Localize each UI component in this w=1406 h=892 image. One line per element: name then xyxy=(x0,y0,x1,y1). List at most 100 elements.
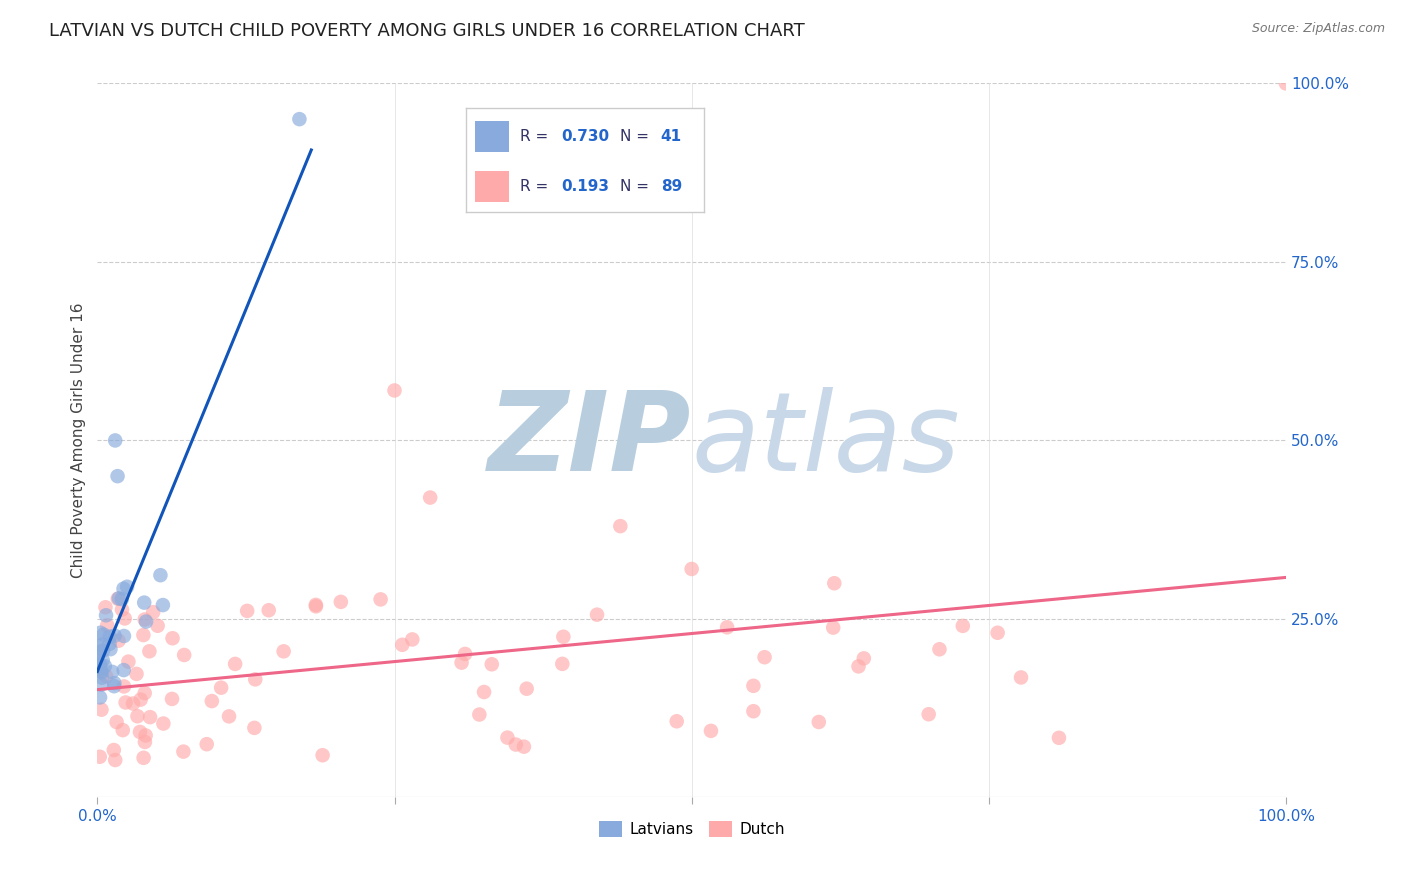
Point xyxy=(553,630,575,644)
Point xyxy=(112,680,135,694)
Point xyxy=(209,681,232,695)
Point xyxy=(87,649,110,664)
Point xyxy=(742,679,765,693)
Point xyxy=(754,650,776,665)
Point xyxy=(305,599,328,614)
Point xyxy=(114,611,136,625)
Point xyxy=(134,735,156,749)
Point xyxy=(129,692,152,706)
Point xyxy=(98,630,121,644)
Point xyxy=(103,743,125,757)
Point xyxy=(107,633,129,648)
Point xyxy=(89,690,111,705)
Point xyxy=(468,707,491,722)
Point xyxy=(454,647,477,661)
Point xyxy=(742,704,765,718)
Point xyxy=(149,568,172,582)
Point xyxy=(152,598,174,612)
Point xyxy=(94,669,117,683)
Point xyxy=(273,644,295,658)
Point xyxy=(496,731,519,745)
Point xyxy=(665,714,688,729)
Point xyxy=(218,709,240,723)
Point xyxy=(94,600,117,615)
Point xyxy=(98,637,121,651)
Point xyxy=(89,658,111,673)
Point xyxy=(89,625,111,640)
Point xyxy=(112,663,135,677)
Point xyxy=(918,707,941,722)
Point xyxy=(129,725,152,739)
Point xyxy=(236,604,259,618)
Point xyxy=(172,745,194,759)
Point xyxy=(586,607,609,622)
Text: Source: ZipAtlas.com: Source: ZipAtlas.com xyxy=(1251,22,1385,36)
Point xyxy=(104,753,127,767)
Point xyxy=(94,608,117,623)
Point xyxy=(700,723,723,738)
Point xyxy=(107,469,129,483)
Point xyxy=(111,602,134,616)
Point xyxy=(513,739,536,754)
Point xyxy=(103,679,125,693)
Point xyxy=(90,703,112,717)
Point xyxy=(90,677,112,691)
Point xyxy=(103,676,125,690)
Point xyxy=(104,434,127,448)
Point xyxy=(87,645,110,659)
Point xyxy=(1275,77,1298,91)
Point xyxy=(257,603,280,617)
Point xyxy=(160,692,183,706)
Point xyxy=(135,728,157,742)
Point xyxy=(101,665,124,679)
Point xyxy=(117,655,139,669)
Point xyxy=(91,643,114,657)
Point xyxy=(823,576,845,591)
Y-axis label: Child Poverty Among Girls Under 16: Child Poverty Among Girls Under 16 xyxy=(72,302,86,578)
Point xyxy=(105,714,128,729)
Point xyxy=(1047,731,1070,745)
Point xyxy=(132,628,155,642)
Point xyxy=(419,491,441,505)
Point xyxy=(481,657,503,672)
Point xyxy=(87,661,110,675)
Point xyxy=(201,694,224,708)
Point xyxy=(146,619,169,633)
Point xyxy=(94,659,117,673)
Point xyxy=(329,595,352,609)
Point xyxy=(928,642,950,657)
Point xyxy=(127,709,149,723)
Point xyxy=(91,653,114,667)
Point xyxy=(516,681,538,696)
Point xyxy=(89,660,111,674)
Point xyxy=(112,629,135,643)
Point xyxy=(505,738,527,752)
Point xyxy=(100,642,122,657)
Point xyxy=(305,598,328,612)
Point xyxy=(87,660,110,674)
Point xyxy=(152,716,174,731)
Point xyxy=(852,651,875,665)
Point xyxy=(823,621,845,635)
Point xyxy=(87,661,110,675)
Point xyxy=(224,657,246,671)
Point xyxy=(111,592,134,607)
Point xyxy=(142,605,165,619)
Point xyxy=(551,657,574,671)
Legend: Latvians, Dutch: Latvians, Dutch xyxy=(592,815,790,843)
Point xyxy=(87,639,110,653)
Point xyxy=(93,627,115,641)
Point xyxy=(288,112,311,127)
Point xyxy=(311,748,333,763)
Point xyxy=(139,710,162,724)
Point xyxy=(987,625,1010,640)
Point xyxy=(91,638,114,652)
Point xyxy=(195,737,218,751)
Point xyxy=(609,519,631,533)
Point xyxy=(122,697,145,711)
Point xyxy=(134,613,156,627)
Point xyxy=(848,659,870,673)
Text: ZIP: ZIP xyxy=(488,387,692,494)
Point xyxy=(91,671,114,685)
Point xyxy=(807,714,830,729)
